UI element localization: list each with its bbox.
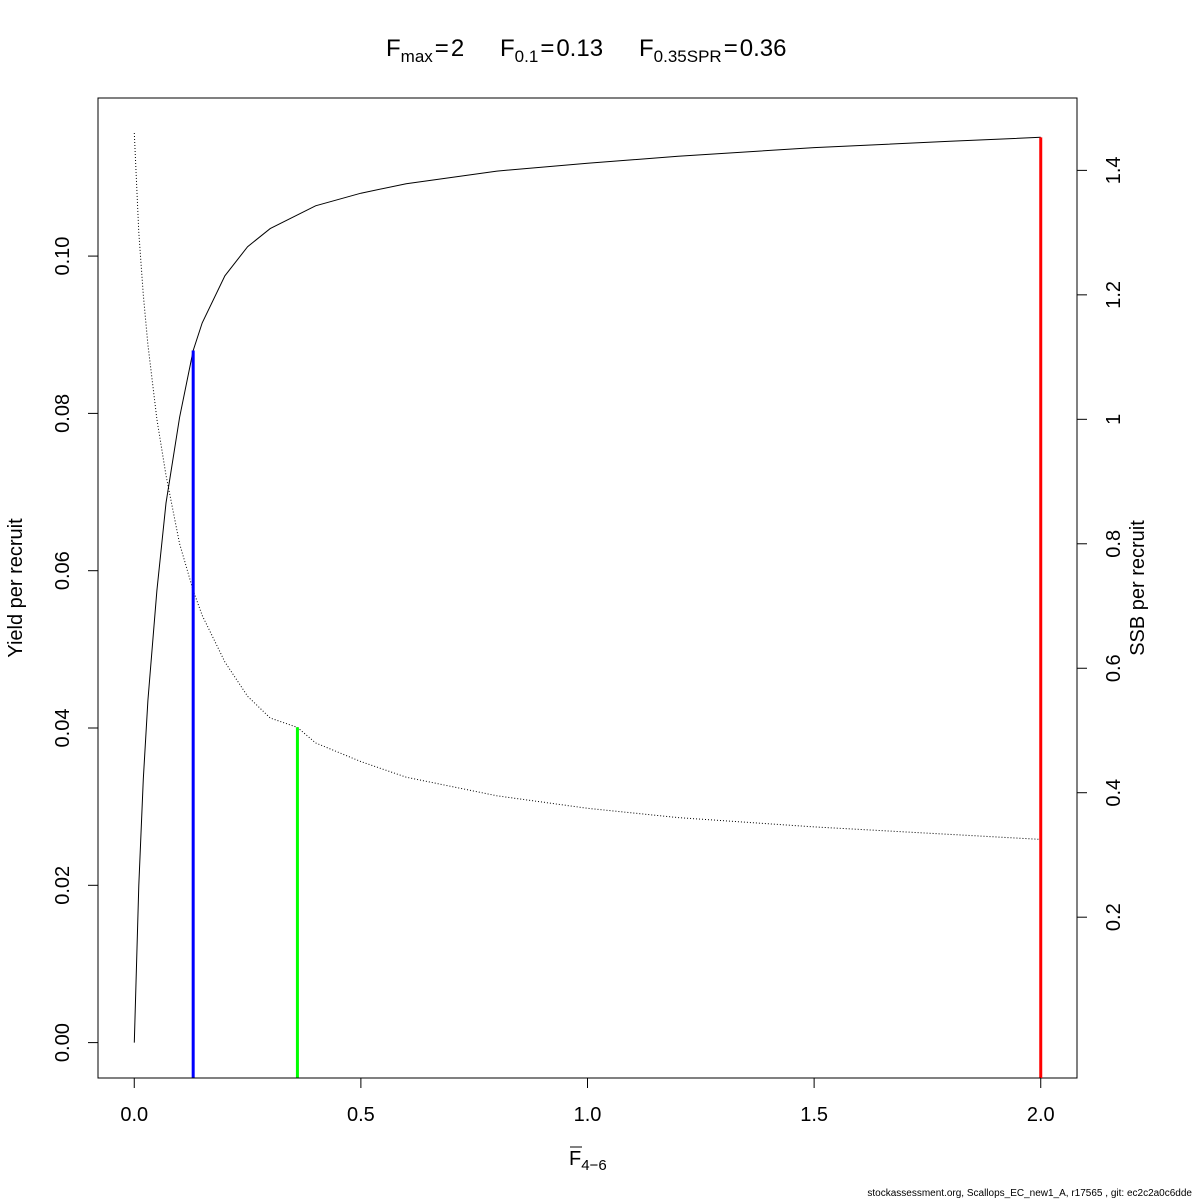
y-axis-title: Yield per recruit [5, 518, 27, 658]
x-axis-title: F4−6 [569, 1148, 607, 1174]
y-tick-label: 0.02 [52, 866, 74, 905]
y-tick-label: 0.00 [52, 1023, 74, 1062]
title-f035-value: 0.36 [740, 35, 787, 62]
x-axis: 0.0 0.5 1.0 1.5 2.0 [120, 1077, 1055, 1126]
y2-tick-label: 1.4 [1103, 156, 1125, 184]
ssb-per-recruit-line [133, 132, 1041, 840]
title-fmax-equals: = [435, 35, 449, 62]
title-fmax-value: 2 [451, 35, 464, 62]
y-tick-label: 0.04 [52, 709, 74, 748]
y2-tick-label: 1 [1103, 414, 1125, 425]
chart-title: Fmax=2 F0.1=0.13 F0.35SPR=0.36 [386, 35, 786, 66]
title-f01-subscript: 0.1 [515, 47, 539, 66]
x-tick-label: 1.5 [800, 1104, 828, 1126]
title-f035-equals: = [724, 35, 738, 62]
x-axis-title-subscript: 4−6 [581, 1157, 606, 1174]
title-f01-equals: = [540, 35, 554, 62]
title-f035-subscript: 0.35SPR [654, 47, 722, 66]
y-axis-right: 0.2 0.4 0.6 0.8 1 1.2 1.4 [1076, 156, 1125, 931]
title-fmax-symbol: F [386, 35, 401, 62]
y2-tick-label: 1.2 [1103, 281, 1125, 309]
y2-tick-label: 0.4 [1103, 779, 1125, 807]
x-tick-label: 0.5 [347, 1104, 375, 1126]
plot-frame [97, 97, 1078, 1079]
x-tick-label: 1.0 [574, 1104, 602, 1126]
title-f01-symbol: F [500, 35, 515, 62]
title-f035-symbol: F [639, 35, 654, 62]
footer-note: stockassessment.org, Scallops_EC_new1_A,… [867, 1188, 1192, 1199]
y-axis-left: 0.00 0.02 0.04 0.06 0.08 0.10 [52, 237, 99, 1062]
yield-per-recruit-line [133, 136, 1041, 1043]
series-layer [133, 132, 1041, 1043]
title-fmax-subscript: max [401, 47, 434, 66]
x-axis-title-symbol: F [569, 1148, 581, 1170]
y2-tick-label: 0.2 [1103, 903, 1125, 931]
y2-tick-label: 0.6 [1103, 654, 1125, 682]
y-tick-label: 0.10 [52, 237, 74, 276]
y2-axis-title: SSB per recruit [1127, 520, 1149, 656]
title-f01-value: 0.13 [556, 35, 603, 62]
reference-lines [191, 137, 1043, 1078]
y-tick-label: 0.06 [52, 551, 74, 590]
y2-tick-label: 0.8 [1103, 530, 1125, 558]
x-tick-label: 0.0 [120, 1104, 148, 1126]
y-tick-label: 0.08 [52, 394, 74, 433]
x-tick-label: 2.0 [1027, 1104, 1055, 1126]
